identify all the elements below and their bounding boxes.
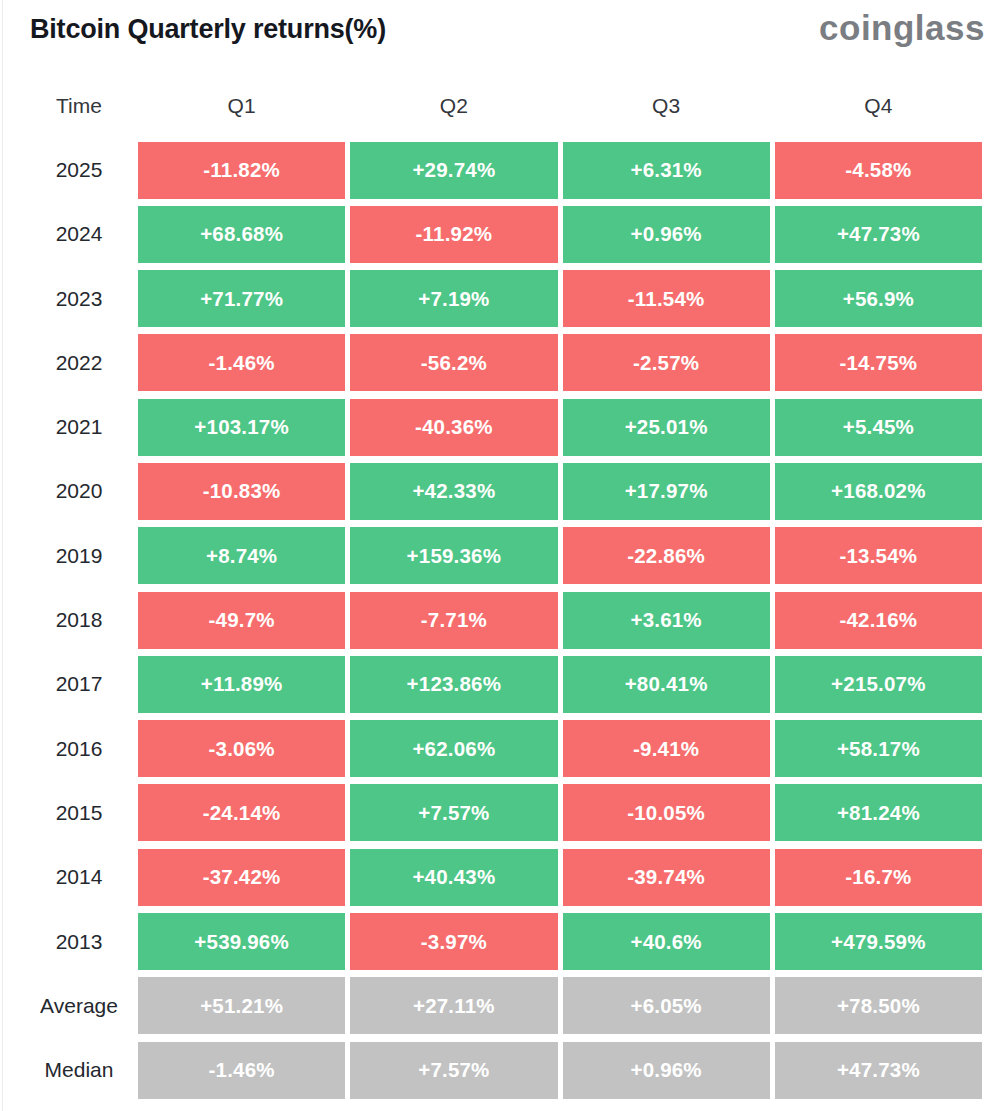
return-cell: +11.89%	[138, 656, 345, 713]
row-label: 2021	[25, 399, 133, 456]
return-cell: -1.46%	[138, 1042, 345, 1099]
page: Bitcoin Quarterly returns(%) coinglass T…	[0, 0, 1005, 1111]
return-cell: -16.7%	[775, 849, 982, 906]
return-cell: +27.11%	[350, 977, 557, 1034]
return-cell: +6.31%	[563, 142, 770, 199]
return-cell: -11.82%	[138, 142, 345, 199]
return-cell: +0.96%	[563, 1042, 770, 1099]
return-cell: +159.36%	[350, 527, 557, 584]
row-label: 2020	[25, 463, 133, 520]
return-cell: +68.68%	[138, 206, 345, 263]
column-header-q1: Q1	[138, 94, 345, 118]
return-cell: -10.83%	[138, 463, 345, 520]
row-label: 2025	[25, 142, 133, 199]
return-cell: -42.16%	[775, 592, 982, 649]
return-cell: -2.57%	[563, 334, 770, 391]
row-label: 2022	[25, 334, 133, 391]
return-cell: -37.42%	[138, 849, 345, 906]
return-cell: +78.50%	[775, 977, 982, 1034]
row-label: 2017	[25, 656, 133, 713]
return-cell: +3.61%	[563, 592, 770, 649]
row-label: Average	[25, 977, 133, 1034]
return-cell: -40.36%	[350, 399, 557, 456]
return-cell: +47.73%	[775, 1042, 982, 1099]
row-label: 2014	[25, 849, 133, 906]
returns-table: 2025 -11.82% +29.74% +6.31% -4.58% 2024 …	[25, 142, 982, 1099]
row-label: 2018	[25, 592, 133, 649]
return-cell: -3.06%	[138, 720, 345, 777]
return-cell: +81.24%	[775, 784, 982, 841]
return-cell: +168.02%	[775, 463, 982, 520]
row-label: 2023	[25, 270, 133, 327]
return-cell: +123.86%	[350, 656, 557, 713]
return-cell: +6.05%	[563, 977, 770, 1034]
return-cell: -14.75%	[775, 334, 982, 391]
return-cell: +56.9%	[775, 270, 982, 327]
coinglass-logo[interactable]: coinglass	[819, 9, 985, 48]
return-cell: +40.43%	[350, 849, 557, 906]
column-header-row: Time Q1 Q2 Q3 Q4	[25, 94, 982, 118]
return-cell: -10.05%	[563, 784, 770, 841]
return-cell: -3.97%	[350, 913, 557, 970]
return-cell: -4.58%	[775, 142, 982, 199]
return-cell: -24.14%	[138, 784, 345, 841]
row-label: 2019	[25, 527, 133, 584]
return-cell: -22.86%	[563, 527, 770, 584]
column-header-time: Time	[25, 94, 133, 118]
return-cell: +215.07%	[775, 656, 982, 713]
return-cell: +40.6%	[563, 913, 770, 970]
return-cell: +71.77%	[138, 270, 345, 327]
return-cell: +7.57%	[350, 1042, 557, 1099]
return-cell: -49.7%	[138, 592, 345, 649]
column-header-q3: Q3	[563, 94, 770, 118]
row-label: 2024	[25, 206, 133, 263]
row-label: 2015	[25, 784, 133, 841]
row-label: 2016	[25, 720, 133, 777]
column-header-q4: Q4	[775, 94, 982, 118]
return-cell: +103.17%	[138, 399, 345, 456]
row-label: Median	[25, 1042, 133, 1099]
return-cell: -13.54%	[775, 527, 982, 584]
topbar: Bitcoin Quarterly returns(%) coinglass	[0, 0, 1005, 48]
page-edge-divider	[2, 0, 3, 1111]
return-cell: -11.92%	[350, 206, 557, 263]
page-title: Bitcoin Quarterly returns(%)	[30, 14, 386, 45]
return-cell: +47.73%	[775, 206, 982, 263]
return-cell: +62.06%	[350, 720, 557, 777]
return-cell: +51.21%	[138, 977, 345, 1034]
return-cell: -56.2%	[350, 334, 557, 391]
column-header-q2: Q2	[350, 94, 557, 118]
return-cell: +479.59%	[775, 913, 982, 970]
return-cell: +7.57%	[350, 784, 557, 841]
return-cell: +58.17%	[775, 720, 982, 777]
return-cell: -1.46%	[138, 334, 345, 391]
return-cell: -9.41%	[563, 720, 770, 777]
return-cell: +17.97%	[563, 463, 770, 520]
row-label: 2013	[25, 913, 133, 970]
return-cell: -7.71%	[350, 592, 557, 649]
return-cell: +25.01%	[563, 399, 770, 456]
return-cell: +0.96%	[563, 206, 770, 263]
return-cell: -39.74%	[563, 849, 770, 906]
return-cell: +8.74%	[138, 527, 345, 584]
return-cell: +42.33%	[350, 463, 557, 520]
return-cell: +29.74%	[350, 142, 557, 199]
return-cell: +5.45%	[775, 399, 982, 456]
return-cell: +7.19%	[350, 270, 557, 327]
return-cell: +80.41%	[563, 656, 770, 713]
return-cell: -11.54%	[563, 270, 770, 327]
return-cell: +539.96%	[138, 913, 345, 970]
